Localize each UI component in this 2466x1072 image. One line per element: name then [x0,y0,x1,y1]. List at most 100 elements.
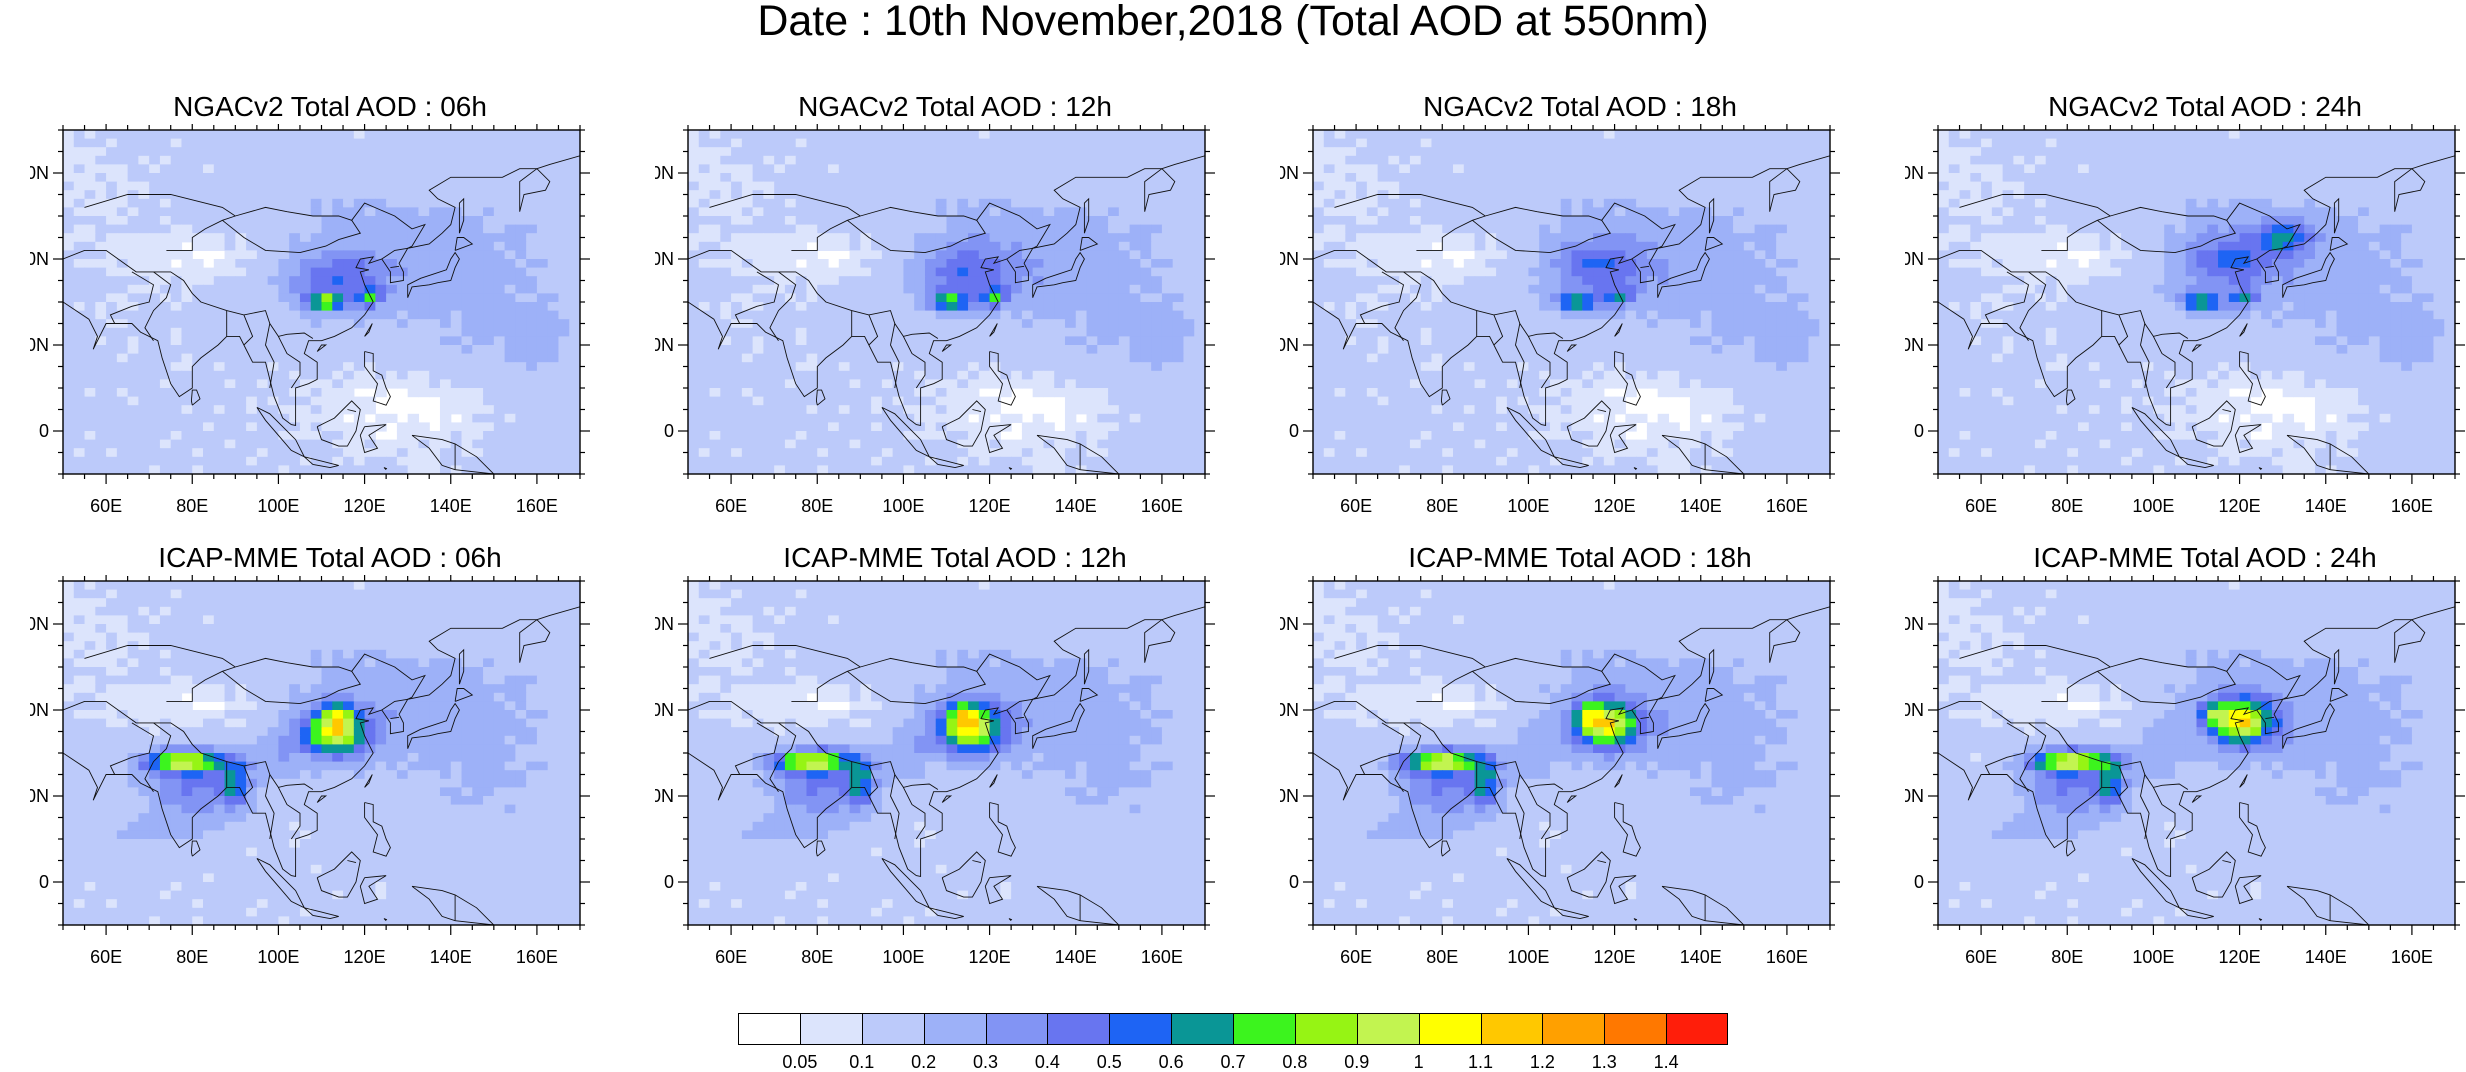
lat-tick-label: 40N [655,249,674,269]
colorbar-box [738,1013,800,1045]
aod-map: 60E80E100E120E140E160E60N40N20N0 [1280,575,1880,995]
map-canvas: 60E80E100E120E140E160E60N40N20N0 [1905,124,2466,544]
lon-tick-label: 60E [90,947,122,967]
colorbar-label: 0.6 [1159,1053,1184,1071]
map-canvas: 60E80E100E120E140E160E60N40N20N0 [1280,124,1880,544]
lon-tick-label: 140E [1680,496,1722,516]
lat-tick-label: 20N [1905,786,1924,806]
map-canvas: 60E80E100E120E140E160E60N40N20N0 [1905,575,2466,995]
aod-map: 60E80E100E120E140E160E60N40N20N0 [30,124,630,544]
colorbar-label: 0.5 [1097,1053,1122,1071]
lat-tick-label: 60N [1905,163,1924,183]
aod-map: 60E80E100E120E140E160E60N40N20N0 [1905,575,2466,995]
lon-tick-label: 120E [344,947,386,967]
map-canvas: 60E80E100E120E140E160E60N40N20N0 [30,575,630,995]
colorbar-label: 0.3 [973,1053,998,1071]
lon-tick-label: 80E [1426,947,1458,967]
lat-tick-label: 20N [30,335,49,355]
lat-tick-label: 0 [664,872,674,892]
aod-map: 60E80E100E120E140E160E60N40N20N0 [655,575,1255,995]
colorbar-label: 1.4 [1654,1053,1679,1071]
lon-tick-label: 60E [90,496,122,516]
panel-title: NGACv2 Total AOD : 24h [1905,92,2466,122]
colorbar-box [1481,1013,1543,1045]
lon-tick-label: 80E [2051,947,2083,967]
lat-tick-label: 40N [1905,249,1924,269]
lon-tick-label: 140E [430,947,472,967]
lat-tick-label: 20N [655,335,674,355]
colorbar-box [862,1013,924,1045]
lat-tick-label: 20N [1280,786,1299,806]
lon-tick-label: 60E [1965,496,1997,516]
lon-tick-label: 160E [516,496,558,516]
lat-tick-label: 0 [1914,872,1924,892]
aod-map: 60E80E100E120E140E160E60N40N20N0 [1280,124,1880,544]
lon-tick-label: 60E [1340,947,1372,967]
lat-tick-label: 60N [30,163,49,183]
aod-field [1313,130,1831,475]
colorbar-box [1357,1013,1419,1045]
lon-tick-label: 60E [1340,496,1372,516]
lon-tick-label: 160E [1141,496,1183,516]
lon-tick-label: 80E [801,496,833,516]
aod-field [1938,130,2456,475]
lon-tick-label: 160E [2391,496,2433,516]
lat-tick-label: 0 [39,421,49,441]
aod-field [63,581,581,926]
colorbar-label: 0.9 [1344,1053,1369,1071]
aod-field [1313,581,1831,926]
map-canvas: 60E80E100E120E140E160E60N40N20N0 [30,124,630,544]
lon-tick-label: 100E [2132,496,2174,516]
lon-tick-label: 120E [1594,947,1636,967]
lon-tick-label: 60E [715,496,747,516]
panel-title: ICAP-MME Total AOD : 12h [655,543,1255,573]
lon-tick-label: 140E [1055,947,1097,967]
colorbar-box [1171,1013,1233,1045]
lon-tick-label: 160E [1766,496,1808,516]
panel-title: ICAP-MME Total AOD : 18h [1280,543,1880,573]
lat-tick-label: 0 [1289,421,1299,441]
colorbar-box [1233,1013,1295,1045]
lat-tick-label: 60N [30,614,49,634]
lon-tick-label: 100E [882,947,924,967]
lat-tick-label: 40N [30,249,49,269]
aod-field [1938,581,2456,926]
lon-tick-label: 100E [257,496,299,516]
lat-tick-label: 60N [655,163,674,183]
lon-tick-label: 160E [1766,947,1808,967]
lon-tick-label: 100E [1507,947,1549,967]
lat-tick-label: 20N [1280,335,1299,355]
colorbar-label: 0.7 [1220,1053,1245,1071]
lon-tick-label: 120E [2219,947,2261,967]
map-canvas: 60E80E100E120E140E160E60N40N20N0 [1280,575,1880,995]
colorbar-label: 1.3 [1592,1053,1617,1071]
aod-field [688,130,1206,475]
lon-tick-label: 120E [1594,496,1636,516]
lon-tick-label: 60E [1965,947,1997,967]
map-canvas: 60E80E100E120E140E160E60N40N20N0 [655,575,1255,995]
colorbar-box [1109,1013,1171,1045]
lon-tick-label: 80E [176,947,208,967]
colorbar-box [986,1013,1048,1045]
lon-tick-label: 120E [969,496,1011,516]
panel-title: ICAP-MME Total AOD : 06h [30,543,630,573]
aod-field [63,130,581,475]
colorbar-label: 1.2 [1530,1053,1555,1071]
colorbar-box [1542,1013,1604,1045]
panel-icap-18h: ICAP-MME Total AOD : 18h 60E 80E 100E 120E 1… [1280,543,1880,1013]
lat-tick-label: 40N [30,700,49,720]
lat-tick-label: 20N [30,786,49,806]
colorbar-label: 0.8 [1282,1053,1307,1071]
lon-tick-label: 120E [2219,496,2261,516]
colorbar-label: 1 [1414,1053,1424,1071]
lon-tick-label: 80E [1426,496,1458,516]
panel-title: ICAP-MME Total AOD : 24h [1905,543,2466,573]
colorbar-box [1666,1013,1728,1045]
colorbar-box [800,1013,862,1045]
lon-tick-label: 80E [176,496,208,516]
lat-tick-label: 60N [1280,163,1299,183]
colorbar-label: 0.2 [911,1053,936,1071]
lon-tick-label: 100E [882,496,924,516]
